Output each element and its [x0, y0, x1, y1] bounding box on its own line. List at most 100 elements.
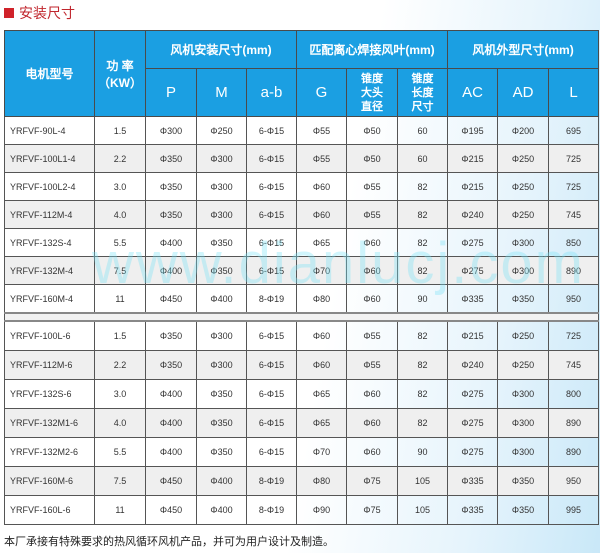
- header-col: AC: [447, 68, 499, 117]
- value-cell: 725: [548, 144, 600, 173]
- table-row: YRFVF-160M-6 7.5 Φ450 Φ400 8-Φ19 Φ80 Φ75 105 Φ33…: [4, 466, 600, 496]
- value-cell: 105: [397, 466, 449, 496]
- value-cell: Φ65: [296, 408, 348, 438]
- value-cell: 11: [94, 284, 146, 314]
- table-row: YRFVF-100L-6 1.5 Φ350 Φ300 6-Φ15 Φ60 Φ55 82 Φ215…: [4, 320, 600, 351]
- model-cell: YRFVF-90L-4: [4, 116, 95, 145]
- value-cell: 6-Φ15: [245, 116, 298, 145]
- value-cell: Φ300: [497, 256, 550, 285]
- table-row: YRFVF-100L1-4 2.2 Φ350 Φ300 6-Φ15 Φ55 Φ50 60 Φ21…: [4, 144, 600, 173]
- value-cell: Φ300: [196, 350, 247, 380]
- value-cell: 1.5: [94, 320, 146, 351]
- value-cell: 2.2: [94, 144, 146, 173]
- header-col: G: [296, 68, 348, 117]
- value-cell: 890: [548, 437, 600, 467]
- header-col: AD: [497, 68, 550, 117]
- value-cell: 6-Φ15: [245, 320, 298, 351]
- dimension-table: 电机型号 功 率 （KW） 风机安装尺寸(mm) 匹配离心焊接风叶(mm) 风机外…: [3, 30, 600, 525]
- value-cell: Φ65: [296, 379, 348, 409]
- value-cell: Φ300: [145, 116, 197, 145]
- header-col: 锥度长度尺寸: [397, 68, 449, 117]
- model-cell: YRFVF-132M-4: [4, 256, 95, 285]
- value-cell: Φ60: [346, 408, 399, 438]
- value-cell: Φ75: [346, 466, 399, 496]
- value-cell: 695: [548, 116, 600, 145]
- value-cell: Φ60: [296, 350, 348, 380]
- value-cell: Φ300: [497, 408, 550, 438]
- value-cell: 6-Φ15: [245, 228, 298, 257]
- value-cell: Φ275: [447, 379, 499, 409]
- footnote: 本厂承接有特殊要求的热风循环风机产品，并可为用户设计及制造。: [4, 536, 334, 548]
- value-cell: 82: [397, 256, 449, 285]
- value-cell: Φ400: [145, 379, 197, 409]
- value-cell: 5.5: [94, 228, 146, 257]
- value-cell: 7.5: [94, 256, 146, 285]
- value-cell: Φ55: [346, 350, 399, 380]
- value-cell: 890: [548, 256, 600, 285]
- value-cell: Φ400: [196, 495, 247, 525]
- value-cell: 60: [397, 116, 449, 145]
- value-cell: 8-Φ19: [245, 495, 298, 525]
- value-cell: 6-Φ15: [245, 144, 298, 173]
- value-cell: 82: [397, 200, 449, 229]
- value-cell: Φ350: [145, 200, 197, 229]
- value-cell: 6-Φ15: [245, 172, 298, 201]
- value-cell: Φ300: [196, 172, 247, 201]
- value-cell: Φ335: [447, 284, 499, 314]
- value-cell: Φ400: [196, 284, 247, 314]
- section-title-text: 安装尺寸: [19, 5, 75, 21]
- value-cell: Φ350: [196, 408, 247, 438]
- value-cell: 60: [397, 144, 449, 173]
- model-cell: YRFVF-132S-6: [4, 379, 95, 409]
- value-cell: Φ90: [296, 495, 348, 525]
- value-cell: Φ215: [447, 320, 499, 351]
- value-cell: Φ215: [447, 144, 499, 173]
- value-cell: Φ400: [145, 256, 197, 285]
- value-cell: 995: [548, 495, 600, 525]
- value-cell: 7.5: [94, 466, 146, 496]
- value-cell: Φ70: [296, 437, 348, 467]
- value-cell: Φ300: [497, 379, 550, 409]
- value-cell: Φ60: [346, 284, 399, 314]
- group-separator: [3, 312, 600, 322]
- value-cell: 90: [397, 284, 449, 314]
- table-row: YRFVF-160M-4 11 Φ450 Φ400 8-Φ19 Φ80 Φ60 90 Φ335 Φ…: [4, 284, 600, 314]
- value-cell: Φ60: [296, 320, 348, 351]
- value-cell: Φ400: [145, 437, 197, 467]
- value-cell: Φ275: [447, 228, 499, 257]
- value-cell: Φ50: [346, 144, 399, 173]
- table-row: YRFVF-132S-6 3.0 Φ400 Φ350 6-Φ15 Φ65 Φ60 82 Φ275…: [4, 379, 600, 409]
- model-cell: YRFVF-100L1-4: [4, 144, 95, 173]
- value-cell: Φ80: [296, 466, 348, 496]
- value-cell: 6-Φ15: [245, 200, 298, 229]
- value-cell: 745: [548, 200, 600, 229]
- value-cell: 82: [397, 408, 449, 438]
- value-cell: Φ350: [497, 495, 550, 525]
- value-cell: Φ55: [296, 144, 348, 173]
- value-cell: Φ275: [447, 408, 499, 438]
- value-cell: 4.0: [94, 408, 146, 438]
- table-row: YRFVF-132M2-6 5.5 Φ400 Φ350 6-Φ15 Φ70 Φ60 90 Φ27…: [4, 437, 600, 467]
- value-cell: Φ60: [346, 379, 399, 409]
- table-row: YRFVF-90L-4 1.5 Φ300 Φ250 6-Φ15 Φ55 Φ50 60 Φ195 Φ…: [4, 116, 600, 145]
- value-cell: Φ400: [196, 466, 247, 496]
- value-cell: Φ335: [447, 495, 499, 525]
- table-row: YRFVF-112M-6 2.2 Φ350 Φ300 6-Φ15 Φ60 Φ55 82 Φ240…: [4, 350, 600, 380]
- value-cell: 745: [548, 350, 600, 380]
- value-cell: 6-Φ15: [245, 379, 298, 409]
- section-title: 安装尺寸: [4, 4, 75, 22]
- value-cell: 950: [548, 466, 600, 496]
- value-cell: Φ335: [447, 466, 499, 496]
- value-cell: 6-Φ15: [245, 408, 298, 438]
- value-cell: Φ450: [145, 284, 197, 314]
- value-cell: Φ250: [497, 320, 550, 351]
- header-power: 功 率 （KW）: [94, 30, 146, 117]
- value-cell: 1.5: [94, 116, 146, 145]
- model-cell: YRFVF-132M2-6: [4, 437, 95, 467]
- value-cell: Φ300: [196, 144, 247, 173]
- value-cell: 82: [397, 350, 449, 380]
- value-cell: 3.0: [94, 172, 146, 201]
- value-cell: 4.0: [94, 200, 146, 229]
- value-cell: Φ400: [145, 408, 197, 438]
- value-cell: Φ240: [447, 350, 499, 380]
